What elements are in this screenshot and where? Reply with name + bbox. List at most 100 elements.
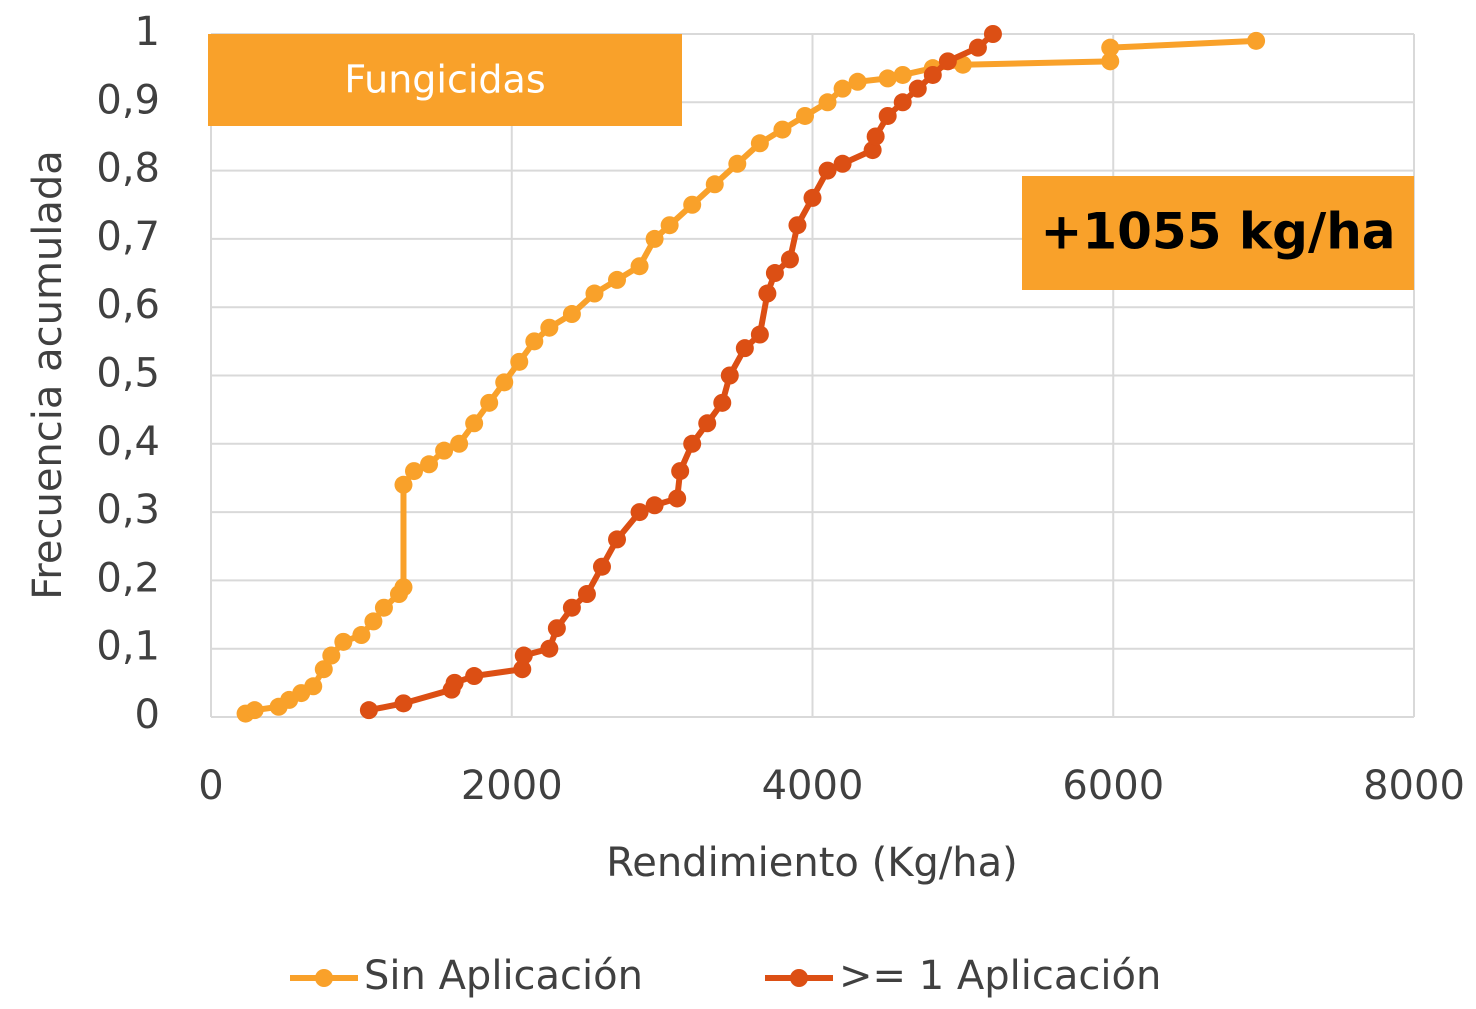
x-tick-label: 2000 <box>461 763 563 809</box>
point <box>878 106 897 125</box>
series-line <box>244 37 1257 717</box>
point <box>1247 31 1266 50</box>
point <box>750 134 769 153</box>
y-tick-label: 0,7 <box>96 214 160 260</box>
point <box>245 701 264 720</box>
point <box>893 93 912 112</box>
point <box>705 175 724 194</box>
point <box>359 701 378 720</box>
x-tick-label: 0 <box>198 763 223 809</box>
point <box>405 462 424 481</box>
point <box>818 93 837 112</box>
point <box>848 72 867 91</box>
point <box>562 305 581 324</box>
point <box>322 646 341 665</box>
point <box>585 284 604 303</box>
series-line <box>368 31 995 714</box>
point <box>863 141 882 160</box>
point <box>833 154 852 173</box>
point <box>562 598 581 617</box>
annotation-box <box>1022 176 1414 290</box>
point <box>765 264 784 283</box>
point <box>495 373 514 392</box>
point <box>334 632 353 651</box>
point <box>510 352 529 371</box>
point <box>514 646 533 665</box>
y-tick-label: 0,6 <box>96 282 160 328</box>
x-tick-label: 4000 <box>762 763 864 809</box>
y-tick-label: 0,9 <box>96 77 160 123</box>
point <box>513 660 532 679</box>
point <box>374 598 393 617</box>
point <box>758 284 777 303</box>
legend-marker <box>315 969 333 987</box>
point <box>713 393 732 412</box>
annotation-box <box>208 34 682 126</box>
point <box>445 673 464 692</box>
point <box>577 585 596 604</box>
point <box>314 660 333 679</box>
point <box>304 677 323 696</box>
point <box>540 318 559 337</box>
point <box>683 195 702 214</box>
y-tick-label: 0,3 <box>96 487 160 533</box>
y-tick-label: 1 <box>135 9 160 55</box>
legend-marker <box>790 969 808 987</box>
point <box>645 229 664 248</box>
point <box>1101 38 1120 57</box>
x-tick-label: 6000 <box>1062 763 1164 809</box>
point <box>394 694 413 713</box>
annotation: Fungicidas <box>344 58 545 102</box>
point <box>630 503 649 522</box>
x-axis-title: Rendimiento (Kg/ha) <box>606 840 1018 886</box>
point <box>968 38 987 57</box>
point <box>668 489 687 508</box>
point <box>592 557 611 576</box>
y-tick-label: 0,8 <box>96 146 160 192</box>
point <box>720 366 739 385</box>
point <box>660 216 679 235</box>
point <box>780 250 799 269</box>
point <box>435 441 454 460</box>
point <box>866 127 885 146</box>
point <box>480 393 499 412</box>
point <box>465 414 484 433</box>
point <box>750 325 769 344</box>
point <box>608 270 627 289</box>
point <box>352 626 371 645</box>
point <box>893 65 912 84</box>
y-tick-label: 0,5 <box>96 351 160 397</box>
point <box>833 79 852 98</box>
point <box>630 257 649 276</box>
point <box>788 216 807 235</box>
point <box>908 79 927 98</box>
point <box>878 69 897 88</box>
point <box>698 414 717 433</box>
point <box>465 667 484 686</box>
point <box>450 434 469 453</box>
x-tick-label: 8000 <box>1363 763 1465 809</box>
point <box>773 120 792 139</box>
point <box>735 339 754 358</box>
legend-item: Sin Aplicación <box>290 953 643 999</box>
y-axis-title: Frecuencia acumulada <box>25 150 71 600</box>
point <box>923 65 942 84</box>
point <box>683 434 702 453</box>
point <box>1101 52 1120 71</box>
legend-item: >= 1 Aplicación <box>765 953 1161 999</box>
y-tick-label: 0 <box>135 692 160 738</box>
point <box>608 530 627 549</box>
point <box>938 52 957 71</box>
y-tick-label: 0,2 <box>96 555 160 601</box>
legend-label: >= 1 Aplicación <box>839 953 1161 999</box>
point <box>795 106 814 125</box>
point <box>803 188 822 207</box>
point <box>420 455 439 474</box>
y-tick-label: 0,4 <box>96 419 160 465</box>
point <box>983 25 1002 43</box>
point <box>645 496 664 515</box>
point <box>953 55 972 74</box>
point <box>540 639 559 658</box>
